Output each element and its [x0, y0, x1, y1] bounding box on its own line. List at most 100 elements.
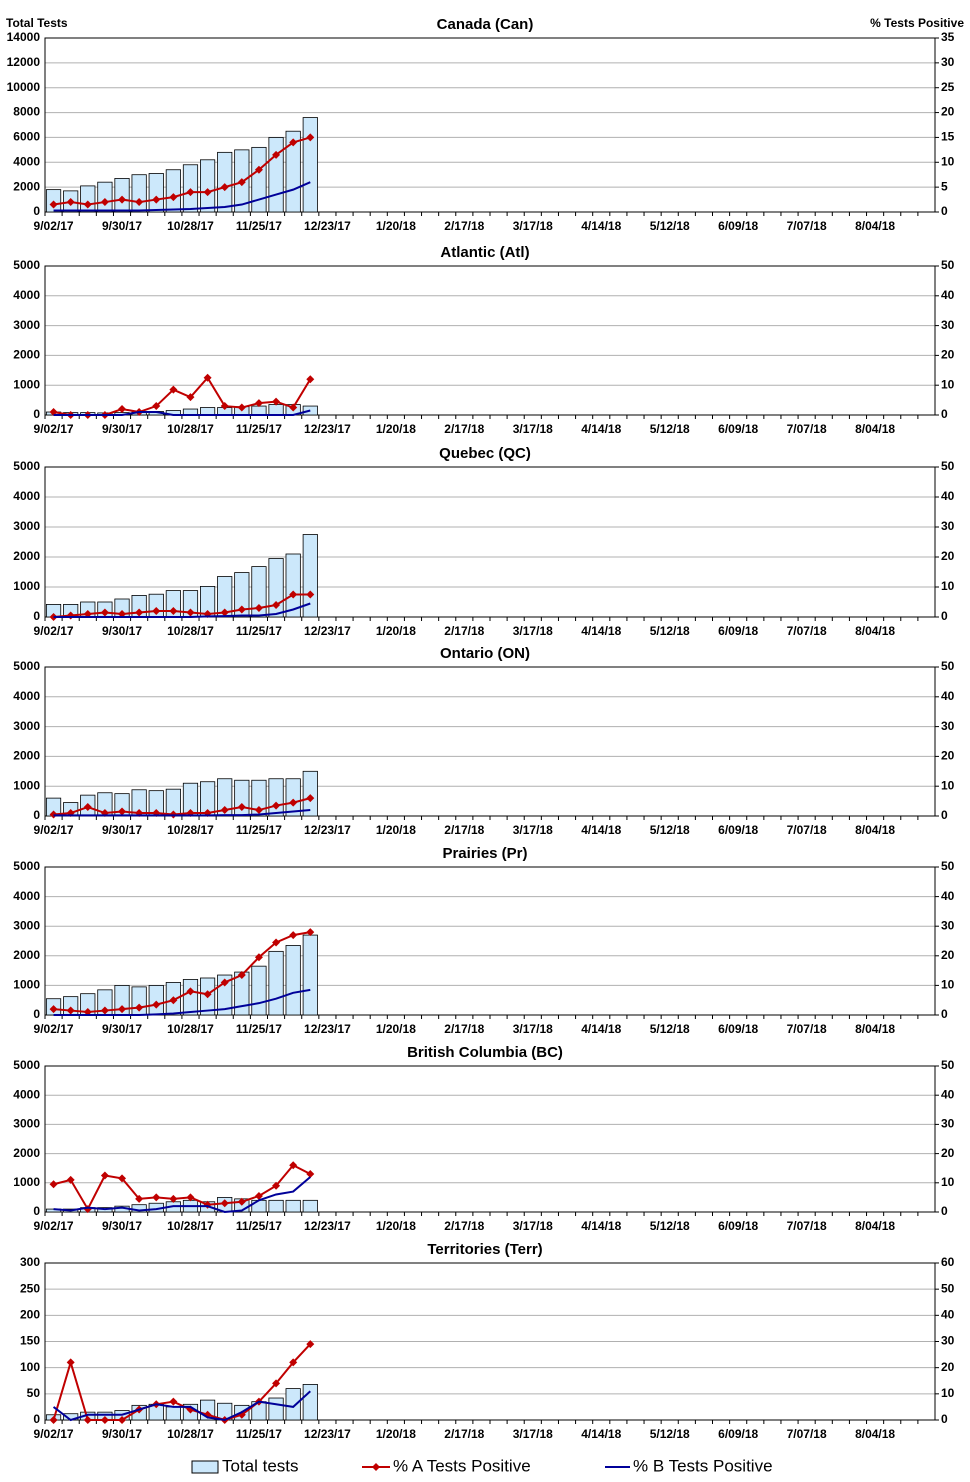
marker: [118, 1174, 127, 1183]
y-tick-label: 6000: [13, 130, 40, 144]
y2-tick-label: 0: [941, 1412, 948, 1426]
marker: [237, 803, 246, 812]
y2-tick-label: 50: [941, 459, 955, 473]
marker: [152, 607, 161, 615]
y-tick-label: 4000: [13, 154, 40, 168]
bar: [251, 1199, 267, 1213]
y-tick-label: 14000: [7, 30, 41, 44]
x-tick-label: 5/12/18: [650, 823, 690, 837]
x-tick-label: 9/02/17: [34, 1022, 74, 1036]
marker: [66, 1006, 75, 1015]
x-tick-label: 1/20/18: [376, 1022, 416, 1036]
x-tick-label: 9/02/17: [34, 1219, 74, 1233]
y-tick-label: 8000: [13, 105, 40, 119]
x-tick-label: 3/17/18: [513, 624, 553, 638]
bar: [268, 778, 284, 817]
bar: [217, 151, 233, 213]
y-tick-label: 3000: [13, 519, 40, 533]
x-tick-label: 12/23/17: [304, 624, 351, 638]
legend-swatch: [191, 1460, 219, 1474]
bar: [182, 979, 199, 1016]
marker: [289, 1161, 298, 1170]
y2-tick-label: 0: [941, 808, 948, 822]
y-tick-label: 2000: [13, 179, 40, 193]
x-tick-label: 7/07/18: [787, 1022, 827, 1036]
marker: [254, 953, 263, 962]
marker: [83, 803, 92, 812]
marker: [49, 1180, 58, 1189]
y2-tick-label: 50: [941, 1058, 955, 1072]
line: [53, 1164, 311, 1212]
chart-title: British Columbia (BC): [407, 1044, 563, 1061]
x-tick-label: 2/17/18: [444, 1219, 484, 1233]
marker: [220, 1199, 229, 1208]
bar: [285, 130, 301, 213]
y2-tick-label: 0: [941, 609, 948, 623]
marker: [289, 403, 298, 412]
marker: [83, 200, 92, 209]
marker: [169, 996, 178, 1005]
marker: [237, 403, 246, 412]
x-tick-label: 9/02/17: [34, 823, 74, 837]
y-tick-label: 50: [27, 1386, 41, 1400]
marker: [100, 608, 109, 617]
legend-label: % B Tests Positive: [633, 1456, 773, 1475]
x-tick-label: 9/02/17: [34, 422, 74, 436]
x-tick-label: 10/28/17: [167, 422, 214, 436]
legend-label: % A Tests Positive: [393, 1456, 531, 1475]
y-tick-label: 4000: [13, 288, 40, 302]
marker: [169, 1397, 178, 1406]
marker: [49, 1416, 58, 1424]
marker: [49, 200, 58, 209]
line: [52, 1390, 311, 1422]
marker: [272, 150, 281, 159]
y2-tick-label: 50: [941, 1281, 955, 1295]
marker: [306, 375, 315, 384]
bar: [285, 1199, 301, 1213]
bar: [302, 1384, 318, 1421]
chart-title: Ontario (ON): [440, 645, 530, 662]
y-tick-label: 0: [33, 204, 40, 218]
x-tick-label: 9/30/17: [102, 624, 142, 638]
marker: [169, 385, 178, 394]
marker: [169, 193, 178, 202]
bar: [165, 1406, 181, 1421]
x-tick-label: 7/07/18: [787, 624, 827, 638]
x-tick-label: 10/28/17: [167, 823, 214, 837]
marker: [152, 1000, 161, 1009]
marker: [306, 794, 315, 803]
marker: [272, 397, 281, 406]
x-tick-label: 12/23/17: [304, 1022, 351, 1036]
y-tick-label: 5000: [13, 1058, 40, 1072]
x-tick-label: 10/28/17: [167, 624, 214, 638]
marker: [306, 1340, 315, 1349]
y-tick-label: 200: [20, 1308, 40, 1322]
bar: [200, 159, 216, 213]
legend-label: Total tests: [222, 1456, 299, 1475]
x-tick-label: 5/12/18: [650, 1219, 690, 1233]
marker: [100, 1006, 109, 1015]
bar: [268, 950, 284, 1016]
marker: [220, 978, 229, 987]
y2-tick-label: 40: [941, 288, 955, 302]
y2-tick-label: 40: [941, 689, 955, 703]
y-tick-label: 2000: [13, 948, 40, 962]
bar: [302, 534, 318, 618]
x-tick-label: 2/17/18: [444, 1022, 484, 1036]
y-axis-label: Total Tests: [6, 16, 68, 30]
marker: [100, 198, 109, 207]
line: [53, 602, 311, 618]
x-tick-label: 11/25/17: [236, 1022, 282, 1036]
bar: [80, 185, 96, 213]
marker: [306, 133, 315, 142]
y-tick-label: 5000: [13, 659, 40, 673]
y2-tick-label: 0: [941, 407, 948, 421]
marker: [254, 1191, 263, 1200]
x-tick-label: 3/17/18: [513, 219, 553, 233]
x-tick-label: 6/09/18: [718, 219, 758, 233]
x-tick-label: 8/04/18: [855, 219, 895, 233]
bar: [251, 965, 267, 1016]
marker: [186, 608, 195, 617]
y2-tick-label: 60: [941, 1255, 955, 1269]
